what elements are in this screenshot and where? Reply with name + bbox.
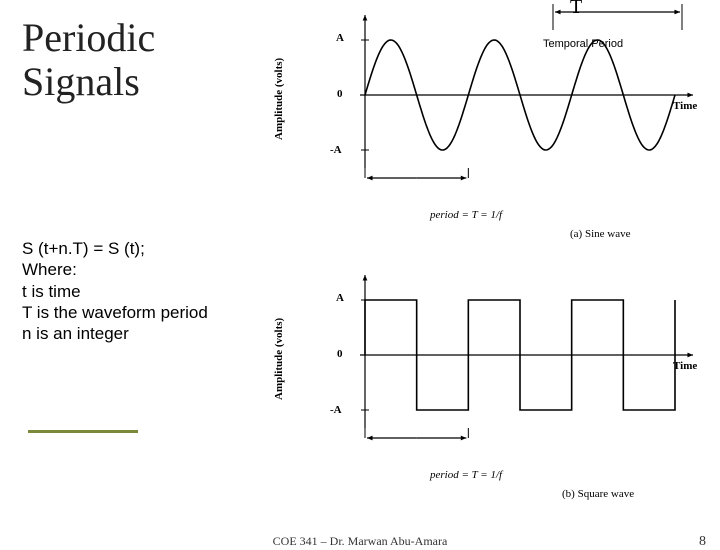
sine-time-label: Time	[673, 100, 697, 112]
sq-zero-label: 0	[337, 348, 343, 360]
sine-negA-label: -A	[330, 144, 342, 156]
temporal-period-label: Temporal Period	[543, 38, 623, 50]
sq-amp-axis-label: Amplitude (volts)	[273, 318, 285, 400]
def-t: t is time	[22, 281, 208, 302]
title-line2: Signals	[22, 60, 155, 104]
def-where: Where:	[22, 259, 208, 280]
title-accent-bar	[28, 430, 138, 433]
footer-text: COE 341 – Dr. Marwan Abu-Amara	[273, 534, 448, 549]
title-line1: Periodic	[22, 16, 155, 60]
T-label: T	[570, 0, 582, 19]
sine-amp-axis-label: Amplitude (volts)	[273, 58, 285, 140]
definition-block: S (t+n.T) = S (t); Where: t is time T is…	[22, 238, 208, 344]
sine-period-caption: period = T = 1/f	[430, 209, 502, 221]
sq-negA-label: -A	[330, 404, 342, 416]
sq-time-label: Time	[673, 360, 697, 372]
def-T: T is the waveform period	[22, 302, 208, 323]
sq-period-caption: period = T = 1/f	[430, 469, 502, 481]
sine-A-label: A	[336, 32, 344, 44]
page-number: 8	[699, 534, 706, 550]
chart-area: T Temporal Period A 0 -A Amplitude (volt…	[270, 0, 710, 500]
def-eq: S (t+n.T) = S (t);	[22, 238, 208, 259]
slide-title: Periodic Signals	[22, 16, 155, 104]
def-n: n is an integer	[22, 323, 208, 344]
sine-zero-label: 0	[337, 88, 343, 100]
sine-caption: (a) Sine wave	[570, 228, 630, 240]
waveform-charts	[270, 0, 710, 510]
sq-caption: (b) Square wave	[562, 488, 634, 500]
sq-A-label: A	[336, 292, 344, 304]
